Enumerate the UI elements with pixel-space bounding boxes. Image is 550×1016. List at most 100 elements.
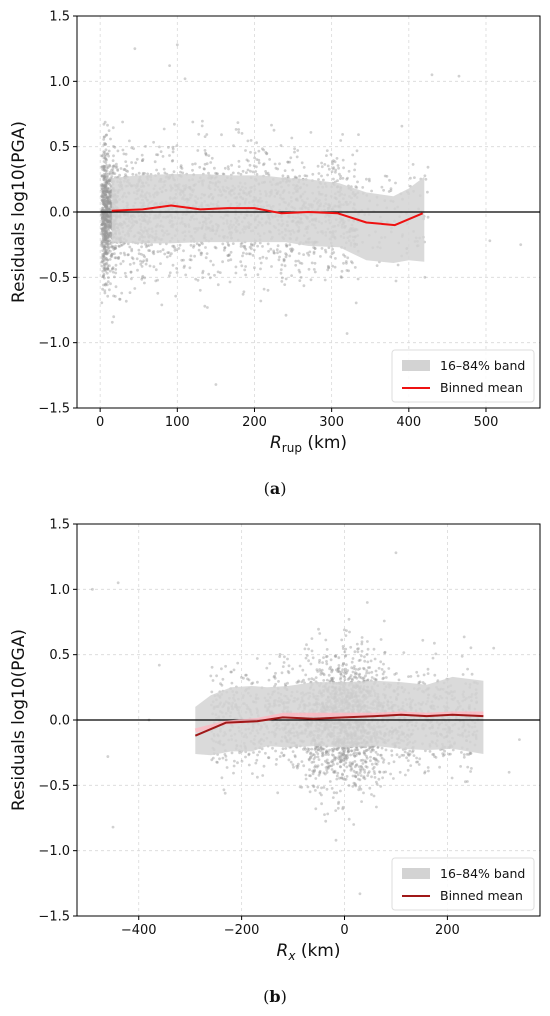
- scatter-point: [104, 250, 108, 254]
- scatter-point: [246, 677, 249, 681]
- scatter-point: [105, 237, 108, 241]
- scatter-point: [103, 186, 107, 190]
- scatter-point: [128, 291, 132, 294]
- scatter-point: [104, 235, 108, 239]
- scatter-point: [280, 276, 284, 280]
- scatter-point: [236, 121, 240, 124]
- scatter-point: [342, 753, 345, 756]
- scatter-point: [204, 256, 208, 260]
- scatter-point: [351, 261, 354, 265]
- scatter-point: [239, 260, 243, 264]
- scatter-point: [210, 156, 214, 160]
- scatter-point: [352, 667, 356, 670]
- scatter-point: [295, 155, 299, 159]
- scatter-point: [369, 750, 373, 754]
- scatter-point: [110, 255, 114, 258]
- scatter-point: [335, 777, 339, 781]
- scatter-point: [377, 777, 381, 781]
- scatter-point: [105, 179, 108, 183]
- scatter-point: [368, 179, 371, 183]
- scatter-point: [375, 264, 379, 267]
- scatter-point: [216, 270, 220, 274]
- scatter-point: [115, 162, 118, 166]
- scatter-point: [104, 238, 108, 242]
- scatter-point: [247, 752, 251, 756]
- scatter-point: [347, 817, 351, 821]
- scatter-point: [207, 171, 210, 175]
- scatter-point: [392, 777, 395, 780]
- scatter-point: [304, 777, 308, 781]
- scatter-point: [411, 163, 415, 166]
- scatter-point: [106, 219, 110, 222]
- scatter-point: [347, 747, 350, 751]
- scatter-point: [196, 278, 200, 282]
- scatter-point: [325, 771, 329, 774]
- scatter-point: [137, 252, 141, 256]
- scatter-point: [407, 675, 410, 678]
- scatter-point: [304, 673, 308, 677]
- scatter-point: [108, 194, 112, 198]
- scatter-point: [239, 172, 243, 176]
- scatter-point: [366, 640, 369, 643]
- scatter-point: [105, 187, 109, 191]
- scatter-point: [236, 761, 239, 765]
- scatter-point: [100, 240, 104, 243]
- scatter-point: [316, 752, 320, 756]
- scatter-point: [374, 669, 378, 673]
- scatter-point: [140, 265, 144, 268]
- scatter-point: [319, 255, 322, 258]
- scatter-point: [140, 277, 144, 281]
- scatter-point: [105, 196, 108, 200]
- scatter-point: [117, 244, 121, 248]
- scatter-point: [357, 647, 360, 650]
- scatter-point: [103, 289, 107, 293]
- scatter-point: [109, 234, 112, 238]
- scatter-point: [103, 243, 107, 247]
- scatter-point: [106, 215, 110, 219]
- scatter-point: [283, 264, 287, 268]
- scatter-point: [105, 230, 109, 234]
- scatter-point: [106, 199, 110, 203]
- scatter-point: [102, 266, 106, 270]
- scatter-point: [102, 228, 106, 232]
- scatter-point: [203, 162, 207, 166]
- scatter-point: [156, 278, 160, 282]
- scatter-point: [286, 174, 290, 178]
- scatter-point: [243, 244, 247, 248]
- scatter-point: [102, 189, 106, 193]
- scatter-point: [103, 214, 107, 218]
- scatter-point: [101, 191, 105, 195]
- scatter-point: [221, 756, 225, 760]
- scatter-point: [286, 657, 289, 661]
- scatter-point: [341, 158, 345, 162]
- scatter-point: [194, 277, 198, 281]
- scatter-point: [267, 249, 270, 253]
- scatter-point: [423, 174, 427, 178]
- scatter-point: [210, 665, 214, 669]
- scatter-point: [104, 189, 107, 192]
- scatter-point: [286, 160, 290, 164]
- scatter-point: [356, 180, 359, 184]
- scatter-point: [113, 164, 116, 168]
- scatter-point: [182, 266, 186, 269]
- scatter-point: [289, 247, 292, 251]
- scatter-point: [223, 246, 227, 250]
- scatter-point: [281, 174, 285, 178]
- scatter-point: [329, 153, 333, 156]
- scatter-point: [345, 629, 348, 632]
- scatter-point: [103, 143, 107, 146]
- scatter-point: [247, 763, 251, 767]
- scatter-point: [101, 221, 105, 225]
- scatter-point: [325, 154, 328, 158]
- scatter-point: [322, 656, 325, 659]
- scatter-point: [171, 263, 175, 267]
- scatter-point: [106, 234, 109, 238]
- scatter-point: [219, 682, 222, 686]
- scatter-point: [105, 190, 108, 194]
- scatter-point: [105, 166, 109, 170]
- scatter-point: [114, 246, 118, 250]
- scatter-point: [324, 759, 327, 763]
- scatter-point: [106, 266, 110, 270]
- scatter-point: [101, 206, 105, 210]
